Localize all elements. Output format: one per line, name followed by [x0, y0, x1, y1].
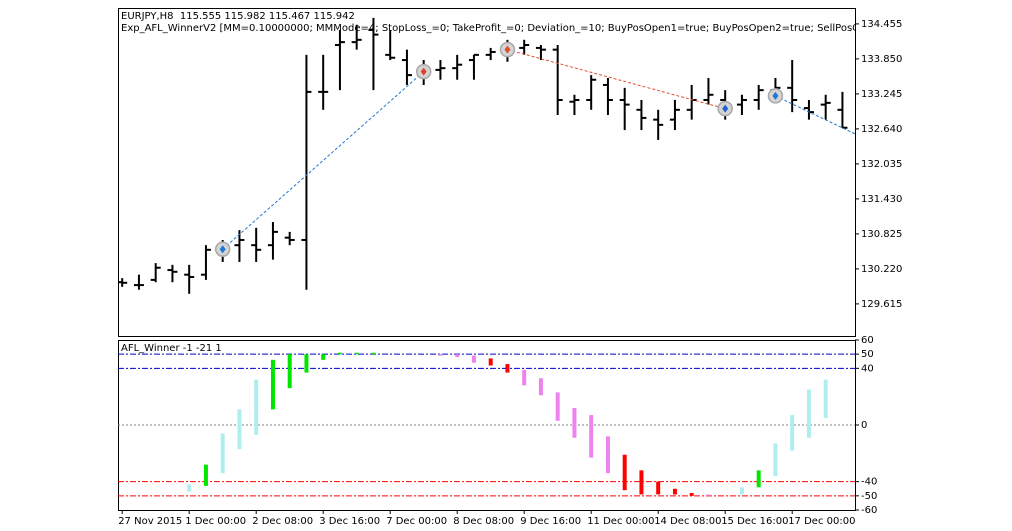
main-plot	[118, 17, 855, 294]
indicator-bar	[203, 464, 208, 486]
x-tick-label: 14 Dec 08:00	[654, 516, 721, 527]
indicator-title: AFL_Winner -1 -21 1	[121, 343, 222, 354]
marker-arrow	[772, 91, 779, 100]
indicator-bar	[555, 392, 560, 421]
y-tick-label: 132.035	[861, 159, 902, 170]
y-tick-label: 133.850	[861, 54, 902, 65]
indicator-bar	[790, 415, 795, 451]
main-header: EURJPY,H8 115.555 115.982 115.467 115.94…	[121, 11, 918, 34]
indicator-bar	[471, 355, 476, 363]
indicator-bar	[739, 487, 744, 495]
x-tick-label: 27 Nov 2015	[118, 516, 182, 527]
indicator-bar	[187, 484, 192, 492]
trade-marker	[415, 63, 432, 80]
indicator-bar	[337, 352, 342, 355]
trade-marker	[767, 88, 784, 104]
x-tick-label: 15 Dec 16:00	[721, 516, 788, 527]
y-tick-label: -50	[861, 491, 877, 502]
indicator-bar	[706, 494, 711, 496]
marker-arrow	[722, 104, 729, 113]
indicator-bar	[572, 408, 577, 438]
marker-arrow	[504, 45, 511, 54]
y-tick-label: 0	[861, 420, 867, 431]
indicator-bar	[455, 354, 460, 357]
indicator-bar	[589, 415, 594, 458]
trade-marker	[499, 41, 516, 58]
marker-arrow	[420, 67, 427, 76]
indicator-bar	[505, 364, 510, 373]
x-tick-label: 8 Dec 08:00	[453, 516, 514, 527]
x-tick-label: 7 Dec 00:00	[386, 516, 447, 527]
y-tick-label: 134.455	[861, 19, 902, 30]
indicator-bar	[823, 379, 828, 418]
indicator-bar	[622, 454, 627, 491]
x-tick-label: 11 Dec 00:00	[587, 516, 654, 527]
y-tick-label: 40	[861, 363, 874, 374]
indicator-bar	[321, 354, 326, 360]
y-tick-label: 50	[861, 349, 874, 360]
x-tick-label: 9 Dec 16:00	[520, 516, 581, 527]
indicator-bar	[371, 352, 376, 355]
x-tick-label: 2 Dec 08:00	[252, 516, 313, 527]
indicator-bar	[220, 433, 225, 474]
y-tick-label: 131.430	[861, 194, 902, 205]
indicator-bar	[773, 443, 778, 476]
indicator-bar	[237, 409, 242, 450]
indicator-bar	[354, 352, 359, 355]
indicator-bar	[287, 354, 292, 389]
x-tick-label: 1 Dec 00:00	[185, 516, 246, 527]
y-tick-label: 130.220	[861, 264, 902, 275]
indicator-bar	[689, 493, 694, 496]
main-frame	[118, 8, 856, 337]
trade-marker	[214, 241, 231, 257]
indicator-bar	[304, 354, 309, 373]
y-tick-label: -60	[861, 505, 877, 516]
indicator-bar	[522, 369, 527, 386]
indicator-bar	[538, 378, 543, 396]
axes: 134.455 133.850 133.245 132.640 132.035 131.4…	[118, 19, 902, 527]
indicator-bar	[806, 389, 811, 438]
y-tick-label: 60	[861, 335, 874, 346]
indicator-bar	[656, 481, 661, 495]
y-tick-label: -40	[861, 477, 877, 488]
indicator-bar	[488, 358, 493, 366]
indicator-bar	[254, 379, 259, 435]
trade-line	[775, 95, 855, 135]
y-tick-label: 129.615	[861, 299, 902, 310]
indicator-bar	[672, 488, 677, 495]
x-tick-label: 3 Dec 16:00	[319, 516, 380, 527]
indicator-bar	[639, 470, 644, 495]
y-tick-label: 130.825	[861, 229, 902, 240]
indicator-bar	[605, 436, 610, 474]
indicator-plot	[118, 352, 855, 497]
chart-title: EURJPY,H8 115.555 115.982 115.467 115.94…	[121, 11, 355, 22]
indicator-bar	[438, 354, 443, 356]
trade-marker	[717, 100, 733, 117]
chart-subtitle: Exp_AFL_WinnerV2 [MM=0.10000000; MMMode=…	[121, 23, 918, 34]
indicator-bar	[270, 359, 275, 410]
y-tick-label: 133.245	[861, 89, 902, 100]
marker-arrow	[219, 245, 226, 254]
y-tick-label: 132.640	[861, 124, 902, 135]
trade-line	[507, 49, 726, 110]
x-tick-label: 17 Dec 00:00	[788, 516, 855, 527]
indicator-bar	[756, 470, 761, 488]
